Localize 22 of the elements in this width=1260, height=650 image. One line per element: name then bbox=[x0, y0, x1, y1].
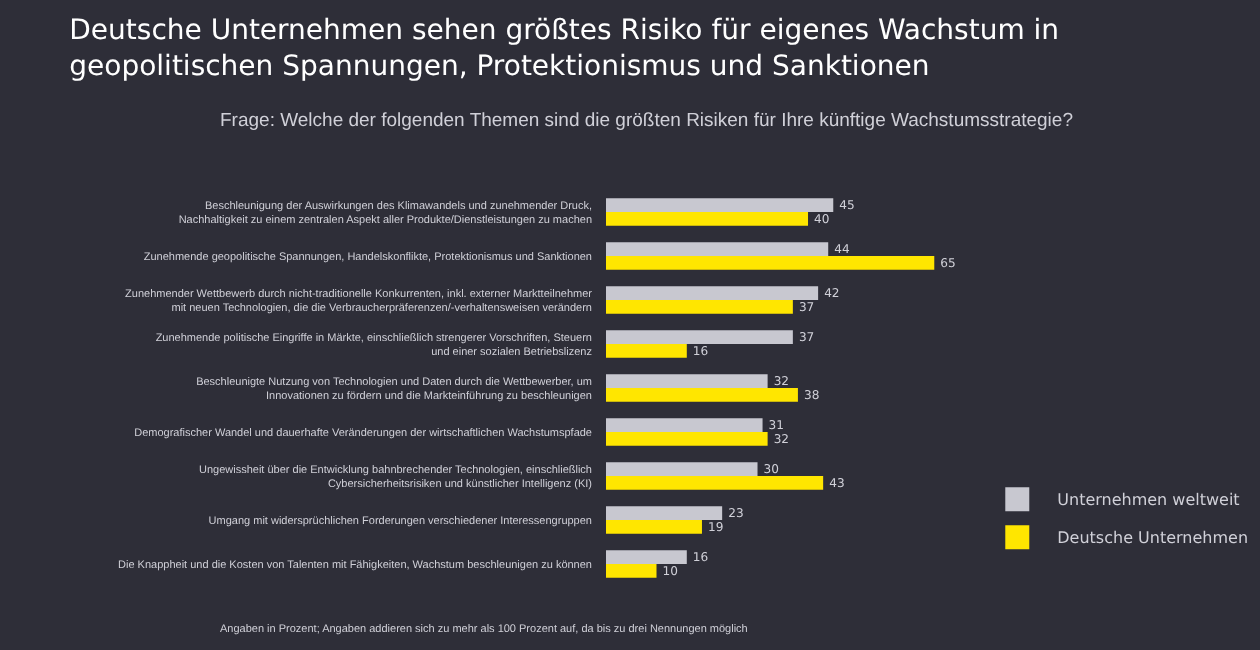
bar bbox=[606, 564, 657, 578]
bar bbox=[606, 550, 687, 564]
bar bbox=[606, 256, 935, 270]
chart-subtitle: Frage: Welche der folgenden Themen sind die größten Risiken für Ihre künftige Wachstumsstrategie? bbox=[220, 110, 1073, 132]
bar bbox=[606, 374, 768, 388]
chart-title: Deutsche Unternehmen sehen größtes Risiko für eigenes Wachstum in geopolitischen Spannungen, Protektionismus und Sanktionen bbox=[69, 15, 1060, 84]
bar bbox=[606, 520, 702, 534]
bar bbox=[606, 344, 687, 358]
bar bbox=[606, 462, 758, 476]
bar bbox=[606, 212, 809, 226]
bar bbox=[606, 506, 723, 520]
bar bbox=[606, 300, 793, 314]
bar bbox=[606, 432, 768, 446]
bar bbox=[606, 330, 793, 344]
bar bbox=[606, 476, 824, 490]
bar bbox=[606, 286, 819, 300]
bar bbox=[606, 242, 829, 256]
legend-label: Deutsche Unternehmen bbox=[1057, 529, 1249, 548]
bar bbox=[606, 388, 798, 402]
bar bbox=[606, 198, 834, 212]
legend-label: Unternehmen weltweit bbox=[1057, 491, 1240, 510]
bar bbox=[606, 418, 763, 432]
